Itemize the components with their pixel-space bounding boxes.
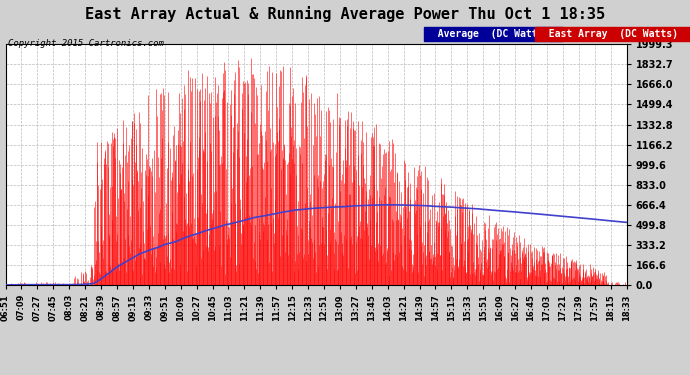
Text: Copyright 2015 Cartronics.com: Copyright 2015 Cartronics.com <box>8 39 164 48</box>
Text: East Array Actual & Running Average Power Thu Oct 1 18:35: East Array Actual & Running Average Powe… <box>85 6 605 22</box>
Text: East Array  (DC Watts): East Array (DC Watts) <box>537 29 689 39</box>
Text: Average  (DC Watts): Average (DC Watts) <box>426 29 562 39</box>
